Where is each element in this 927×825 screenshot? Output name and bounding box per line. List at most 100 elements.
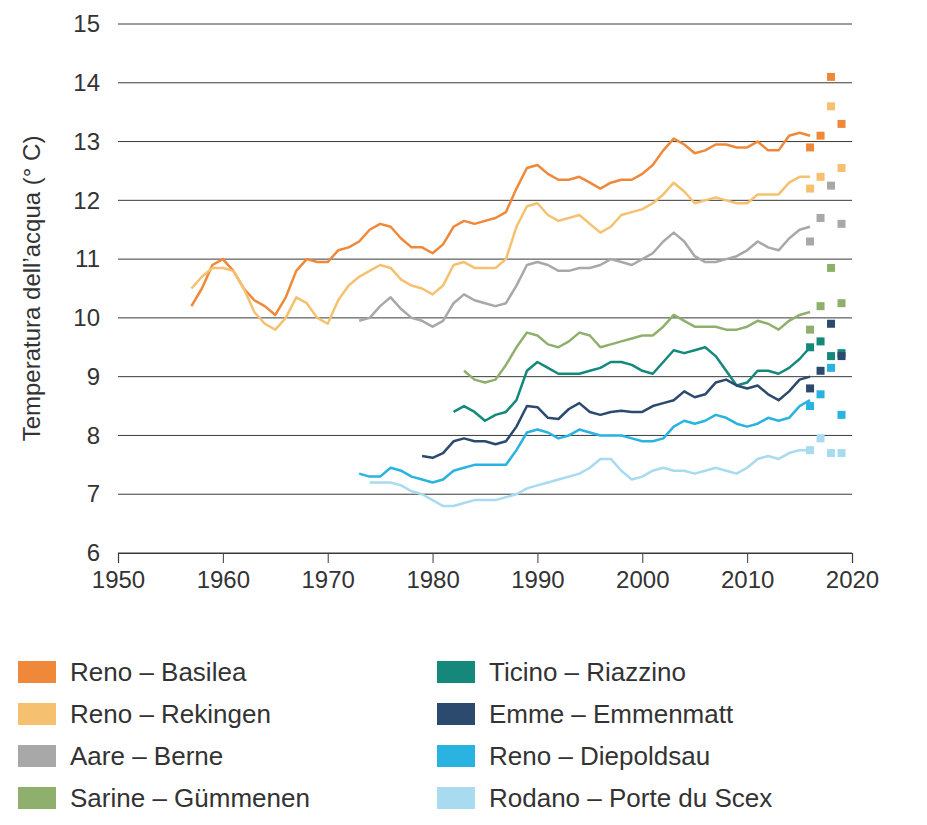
- square-marker: [806, 446, 814, 454]
- x-tick: 1990: [511, 553, 564, 593]
- y-axis-title: Temperatura dell’acqua (° C): [18, 136, 45, 442]
- legend-label: Reno – Diepoldsau: [489, 741, 710, 771]
- series-line: [191, 177, 810, 330]
- square-marker: [806, 185, 814, 193]
- marks: [191, 73, 845, 506]
- legend-swatch: [18, 703, 56, 725]
- y-tick: 9: [87, 363, 118, 390]
- square-marker: [806, 237, 814, 245]
- x-tick-mark: [852, 553, 853, 563]
- square-marker: [827, 73, 835, 81]
- x-tick-mark: [747, 553, 748, 563]
- grid-line: [118, 141, 852, 142]
- series-points: [806, 364, 845, 419]
- square-marker: [817, 132, 825, 140]
- x-tick-mark: [537, 553, 538, 563]
- legend-item: Rodano – Porte du Scex: [437, 783, 772, 813]
- series-points: [806, 73, 845, 152]
- square-marker: [838, 449, 846, 457]
- square-marker: [817, 214, 825, 222]
- legend-swatch: [437, 787, 475, 809]
- x-tick: 2010: [721, 553, 774, 593]
- x-axis: 1950 1960 1970 1980 1990 2000 2010 2020: [92, 553, 879, 593]
- series-points: [806, 337, 845, 360]
- x-tick: 1980: [406, 553, 459, 593]
- x-tick-mark: [328, 553, 329, 563]
- grid: [118, 24, 852, 553]
- x-tick-label: 2000: [616, 566, 669, 593]
- grid-line: [118, 24, 852, 25]
- y-tick-label: 6: [87, 539, 100, 566]
- grid-line: [118, 494, 852, 495]
- legend-swatch: [18, 787, 56, 809]
- y-tick-label: 10: [73, 304, 100, 331]
- series-line: [359, 227, 810, 327]
- series-line: [422, 377, 810, 458]
- x-tick: 1970: [302, 553, 355, 593]
- x-tick-label: 1950: [92, 566, 145, 593]
- grid-line: [118, 435, 852, 436]
- grid-line: [118, 376, 852, 377]
- square-marker: [817, 390, 825, 398]
- grid-line: [118, 82, 852, 83]
- legend-swatch: [18, 661, 56, 683]
- square-marker: [827, 364, 835, 372]
- square-marker: [838, 120, 846, 128]
- legend-label: Emme – Emmenmatt: [489, 699, 734, 729]
- series-points: [806, 320, 845, 393]
- series-points: [806, 434, 845, 457]
- x-tick-label: 1980: [406, 566, 459, 593]
- legend-swatch: [18, 745, 56, 767]
- x-tick-mark: [642, 553, 643, 563]
- y-tick-label: 12: [73, 187, 100, 214]
- legend-swatch: [437, 745, 475, 767]
- legend-label: Aare – Berne: [70, 741, 223, 771]
- square-marker: [817, 434, 825, 442]
- legend-label: Rodano – Porte du Scex: [489, 783, 772, 813]
- series-line: [454, 347, 811, 420]
- legend-label: Ticino – Riazzino: [489, 657, 686, 687]
- x-tick-label: 1960: [197, 566, 250, 593]
- square-marker: [817, 337, 825, 345]
- square-marker: [817, 173, 825, 181]
- series-line: [370, 450, 810, 506]
- legend-item: Reno – Diepoldsau: [437, 741, 710, 771]
- square-marker: [806, 343, 814, 351]
- grid-line: [118, 317, 852, 318]
- series-points: [806, 102, 845, 192]
- y-tick-label: 11: [75, 245, 100, 272]
- plot-area: 6789101112131415195019601970198019902000…: [73, 10, 879, 593]
- square-marker: [827, 102, 835, 110]
- x-tick: 2020: [826, 553, 879, 593]
- x-tick-label: 2010: [721, 566, 774, 593]
- y-tick: 10: [73, 304, 118, 331]
- legend-item: Sarine – Gümmenen: [18, 783, 310, 813]
- y-tick-label: 9: [87, 363, 100, 390]
- grid-line: [118, 259, 852, 260]
- series-points: [806, 264, 845, 334]
- y-tick-label: 13: [73, 128, 100, 155]
- legend-swatch: [437, 661, 475, 683]
- x-tick-mark: [433, 553, 434, 563]
- y-tick: 15: [73, 10, 118, 37]
- y-tick: 7: [87, 480, 118, 507]
- square-marker: [806, 326, 814, 334]
- y-tick-label: 14: [73, 69, 100, 96]
- legend-swatch: [437, 703, 475, 725]
- y-axis-line: [118, 25, 119, 554]
- legend: Reno – BasileaReno – RekingenAare – Bern…: [18, 657, 772, 813]
- square-marker: [838, 164, 846, 172]
- y-tick-label: 7: [87, 480, 100, 507]
- square-marker: [806, 384, 814, 392]
- legend-label: Sarine – Gümmenen: [70, 783, 310, 813]
- y-tick: 12: [73, 187, 118, 214]
- y-tick: 6: [87, 539, 118, 566]
- grid-line: [118, 200, 852, 201]
- legend-item: Aare – Berne: [18, 741, 223, 771]
- x-tick-label: 1970: [302, 566, 355, 593]
- square-marker: [817, 302, 825, 310]
- square-marker: [806, 143, 814, 151]
- series-points: [806, 182, 845, 246]
- square-marker: [827, 352, 835, 360]
- series-line: [191, 133, 810, 315]
